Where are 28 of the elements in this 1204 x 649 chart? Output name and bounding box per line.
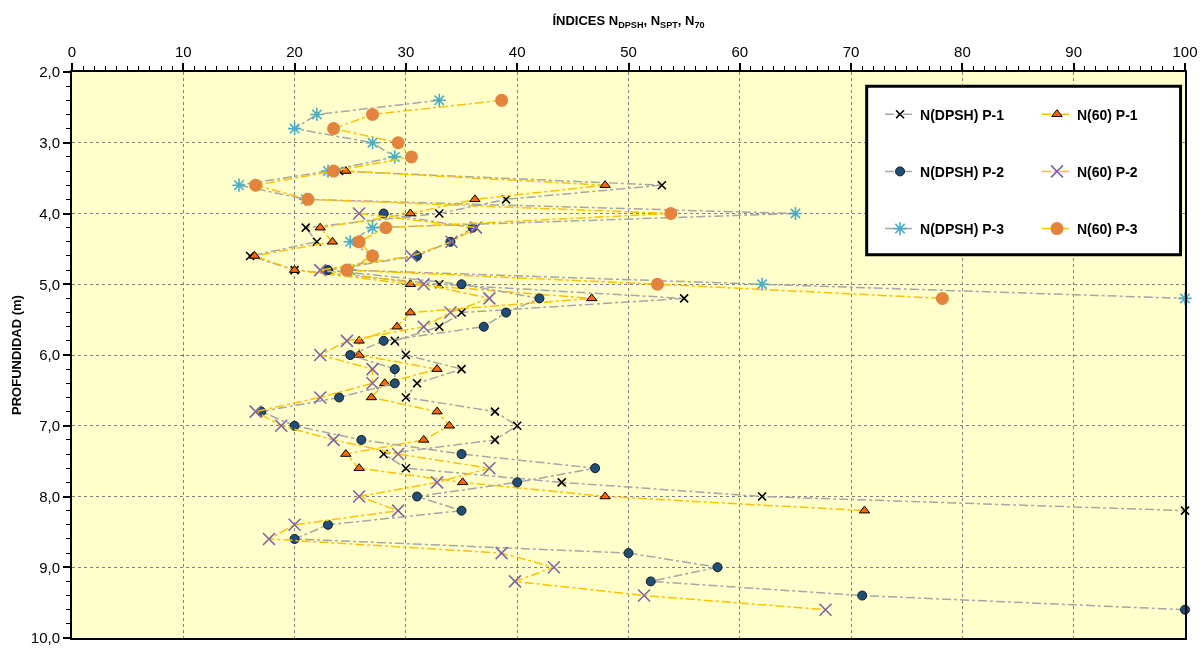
x-tick-label: 90 [1065,43,1083,60]
x-tick-label: 100 [1172,43,1198,60]
legend-label: N(60) P-3 [1076,221,1138,238]
x-tick-label: 50 [620,43,637,60]
y-tick-label: 7,0 [39,417,60,434]
x-tick-label: 10 [174,43,192,60]
y-tick-label: 4,0 [39,204,60,222]
x-axis-title: ÍNDICES N$_{DPSH}$, N$_{SPT}$, N$_{70}$ [552,13,705,31]
y-tick-label: 5,0 [39,275,60,293]
legend-label: N(60) P-2 [1076,163,1138,180]
y-tick-label: 9,0 [39,558,60,576]
y-tick-label: 6,0 [39,346,60,364]
y-tick-label: 10,0 [30,629,60,647]
x-tick-label: 70 [842,43,860,60]
x-tick-label: 0 [67,43,77,60]
y-axis-title: PROFUNDIDAD (m) [9,295,25,415]
x-tick-label: 40 [508,43,526,60]
x-tick-label: 80 [954,43,971,60]
y-tick-label: 8,0 [39,487,60,505]
x-tick-label: 60 [731,43,749,60]
legend-label: N(DPSH) P-2 [920,163,1005,180]
x-tick-label: 20 [286,43,303,60]
legend-label: N(DPSH) P-1 [920,106,1005,123]
legend-label: N(60) P-1 [1076,106,1138,123]
y-tick-label: 3,0 [39,134,60,151]
legend-label: N(DPSH) P-3 [920,221,1005,238]
y-tick-label: 2,0 [39,63,60,81]
x-tick-label: 30 [397,43,415,60]
